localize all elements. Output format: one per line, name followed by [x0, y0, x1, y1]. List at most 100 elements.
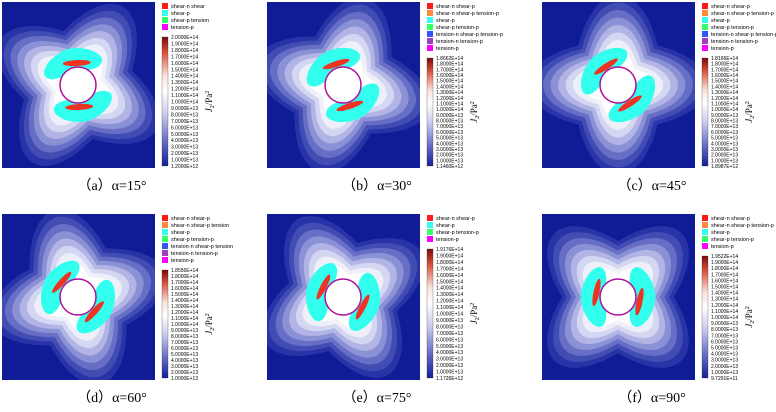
colorbar-label: 7.0000E+13 [711, 124, 738, 130]
legend-label: shear-p [171, 11, 190, 17]
superscript: 2 [470, 303, 476, 306]
failure-zone [592, 278, 601, 307]
colorbar-label: 4.0000E+13 [171, 358, 198, 364]
failure-zone [336, 100, 364, 112]
colorbar-label: 1.7000E+14 [171, 54, 198, 60]
legend-label: shear-n shear-p [711, 4, 750, 10]
colorbar-label: 4.0000E+13 [436, 141, 463, 147]
colorbar-label: 8.0000E+13 [436, 119, 463, 125]
legend-swatch [702, 31, 708, 37]
legend-swatch [427, 31, 433, 37]
colorbar-label: 1.7000E+14 [711, 272, 738, 278]
legend-label: tension-p [436, 46, 459, 52]
failure-zone [618, 95, 642, 112]
symbol: J [204, 330, 214, 335]
symbol: J [469, 118, 479, 123]
colorbar-label: 1.0000E+14 [171, 100, 198, 106]
colorbar-label: 5.0000E+13 [171, 132, 198, 138]
colorbar-title: J2/Pa2 [469, 101, 481, 123]
colorbar-label: 1.9000E+14 [171, 41, 198, 47]
legend-swatch [427, 38, 433, 44]
legend-swatch [427, 229, 433, 235]
legend-label: shear-p tension [171, 18, 209, 24]
colorbar-label: 1.0000E+13 [711, 158, 738, 164]
superscript: 2 [745, 101, 751, 104]
colorbar-label: 1.8000E+14 [436, 62, 463, 68]
legend-swatch [427, 24, 433, 30]
legend-swatch [162, 236, 168, 242]
legend-swatch [702, 3, 708, 9]
legend-swatch [702, 38, 708, 44]
colorbar-label: 5.0000E+13 [171, 352, 198, 358]
colorbar-label: 1.5000E+14 [171, 292, 198, 298]
colorbar [701, 255, 709, 379]
legend-label: shear-p tension-p [711, 25, 754, 31]
colorbar-label: 1.3000E+14 [436, 90, 463, 96]
legend-label: tension-n shear-p tension-p [711, 32, 776, 38]
legend-swatch [702, 222, 708, 228]
contour-image [267, 2, 420, 168]
legend-label: shear-p tension-p [711, 237, 754, 243]
tunnel-hole [59, 278, 97, 316]
colorbar-label: 1.6000E+14 [436, 73, 463, 79]
colorbar-label: 4.0000E+13 [711, 141, 738, 147]
legend-label: shear-p tension-p [171, 237, 214, 243]
colorbar-label: 1.2000E+14 [171, 87, 198, 93]
unit: /Pa [469, 104, 479, 116]
contour-image [542, 214, 695, 380]
unit: /Pa [744, 309, 754, 321]
colorbar-label: 1.1000E+14 [171, 316, 198, 322]
colorbar-label: 7.0000E+13 [711, 333, 738, 339]
colorbar-label: 1.0000E+14 [436, 312, 463, 318]
colorbar-title: J2/Pa2 [744, 306, 756, 328]
superscript: 2 [205, 91, 211, 94]
unit: /Pa [204, 316, 214, 328]
colorbar-label: 1.3000E+14 [711, 90, 738, 96]
legend-label: tension-p [171, 258, 194, 264]
legend-swatch [427, 222, 433, 228]
legend-label: shear-n shear-p [711, 216, 750, 222]
caption: （c）α=45° [617, 178, 686, 194]
colorbar-label: 1.2000E+14 [436, 96, 463, 102]
symbol: J [469, 319, 479, 324]
unit: /Pa [204, 94, 214, 106]
colorbar-label: 1.0000E+13 [171, 376, 198, 382]
colorbar-label: 2.0000E+13 [711, 364, 738, 370]
tunnel-hole [599, 66, 637, 104]
tunnel-hole [324, 66, 362, 104]
colorbar-label: 1.8000E+14 [171, 48, 198, 54]
colorbar [161, 269, 169, 379]
colorbar-label: 1.0000E+14 [711, 107, 738, 113]
legend-swatch [162, 257, 168, 263]
colorbar-label: 2.0000E+13 [436, 363, 463, 369]
colorbar-label: 6.0000E+13 [171, 125, 198, 131]
legend-swatch [162, 243, 168, 249]
colorbar-label: 1.0000E+13 [711, 370, 738, 376]
colorbar-label: 8.0000E+13 [711, 327, 738, 333]
colorbar-label: 1.1726E+12 [436, 376, 463, 382]
legend-label: tension-p [171, 25, 194, 31]
colorbar-label: 6.0000E+13 [436, 130, 463, 136]
colorbar-label: 1.3000E+14 [171, 304, 198, 310]
colorbar-label: 8.0000E+13 [436, 324, 463, 330]
colorbar-label: 1.4000E+14 [171, 74, 198, 80]
colorbar [701, 57, 709, 167]
colorbar-label: 2.0000E+13 [171, 370, 198, 376]
colorbar-label: 4.0000E+13 [171, 138, 198, 144]
legend-swatch [427, 45, 433, 51]
colorbar-label: 1.2000E+14 [171, 310, 198, 316]
legend-label: shear-p tension-p [436, 230, 479, 236]
legend-swatch [427, 17, 433, 23]
legend-label: shear-n shear-p [171, 216, 210, 222]
symbol: J [204, 107, 214, 112]
legend-swatch [702, 10, 708, 16]
colorbar [426, 57, 434, 167]
colorbar-label: 9.0000E+13 [711, 113, 738, 119]
colorbar-label: 1.9000E+14 [436, 253, 463, 259]
colorbar-label: 1.0000E+13 [436, 158, 463, 164]
colorbar-label: 7.0000E+13 [436, 124, 463, 130]
legend-label: tension-n shear-p tension [171, 244, 233, 250]
colorbar-label: 1.8000E+14 [171, 274, 198, 280]
